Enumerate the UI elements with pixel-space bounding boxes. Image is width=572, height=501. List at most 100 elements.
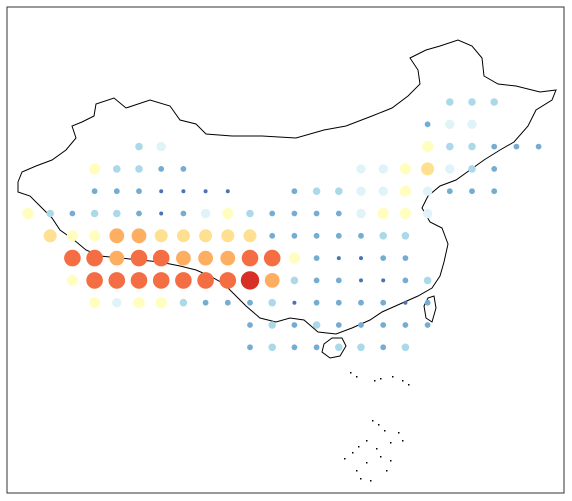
grid-dot [446, 142, 454, 151]
grid-dot [424, 322, 431, 328]
grid-dot [313, 210, 320, 217]
grid-dot [199, 229, 213, 243]
island-speck [366, 440, 368, 442]
grid-dot [292, 300, 297, 305]
grid-dot [225, 189, 230, 194]
grid-dot [403, 300, 408, 305]
grid-dot [109, 228, 125, 244]
grid-dot [378, 164, 388, 174]
grid-dot [445, 164, 455, 174]
grid-dot [378, 186, 388, 196]
island-speck [376, 448, 378, 450]
grid-dot [335, 299, 342, 306]
grid-dot [380, 344, 387, 351]
grid-dot [356, 186, 366, 196]
grid-dot [202, 299, 209, 306]
grid-dot [247, 299, 253, 306]
grid-dot [243, 229, 257, 243]
island-speck [350, 372, 352, 374]
grid-dot [336, 256, 341, 261]
island-speck [374, 380, 376, 382]
grid-dot [291, 188, 298, 195]
island-speck [378, 424, 380, 426]
island-speck [398, 432, 400, 434]
grid-dot [135, 165, 143, 173]
grid-dot [422, 141, 434, 153]
grid-dot [181, 189, 186, 194]
grid-dot [152, 272, 170, 289]
grid-dot [180, 210, 187, 217]
grid-dot [86, 249, 103, 267]
grid-dot [446, 98, 454, 106]
grid-dot [380, 322, 387, 328]
grid-dot [200, 208, 211, 219]
grid-dot [90, 209, 99, 218]
grid-dot [176, 250, 191, 266]
grid-dot [421, 162, 435, 176]
hainan-island-outline [321, 337, 347, 359]
grid-dot [158, 166, 165, 172]
grid-dot [399, 163, 411, 175]
grid-dot [152, 249, 170, 267]
grid-dot [313, 232, 320, 239]
grid-dot [490, 98, 499, 106]
grid-dot [358, 322, 364, 328]
grid-dot [424, 121, 431, 128]
grid-dot [247, 322, 253, 328]
grid-dot [136, 188, 142, 195]
grid-dot [402, 255, 409, 261]
grid-dot [135, 142, 143, 151]
grid-dot [240, 271, 260, 290]
grid-dot [133, 297, 145, 309]
island-speck [380, 456, 382, 458]
grid-dot [156, 141, 166, 152]
grid-dot [155, 297, 167, 309]
grid-dot [380, 299, 387, 306]
island-speck [380, 378, 382, 380]
grid-dot [377, 207, 389, 220]
grid-dot [335, 343, 343, 352]
grid-dot [359, 256, 363, 261]
grid-dot [219, 272, 237, 289]
grid-dot [136, 210, 142, 217]
grid-dot [221, 229, 235, 243]
data-dots-layer [22, 98, 542, 352]
grid-dot [399, 185, 411, 197]
island-speck [390, 442, 392, 444]
grid-dot [357, 343, 365, 352]
map-frame-border [6, 6, 565, 494]
grid-dot [291, 210, 298, 217]
island-speck [366, 462, 368, 464]
island-speck [352, 452, 354, 454]
grid-dot [359, 278, 363, 283]
grid-dot [422, 186, 433, 196]
grid-dot [22, 207, 34, 220]
grid-dot [335, 277, 342, 284]
grid-dot [513, 143, 520, 150]
grid-dot [66, 274, 78, 286]
grid-dot [468, 165, 476, 173]
grid-dot [491, 188, 498, 195]
grid-dot [335, 210, 342, 217]
grid-dot [291, 322, 298, 328]
island-speck [392, 376, 394, 378]
grid-dot [113, 165, 121, 173]
island-speck [372, 420, 374, 422]
grid-dot [422, 208, 433, 219]
grid-dot [222, 207, 234, 220]
grid-dot [467, 119, 477, 129]
grid-dot [379, 232, 388, 240]
grid-dot [313, 255, 320, 261]
grid-dot [64, 249, 81, 267]
island-speck [344, 458, 346, 460]
grid-dot [469, 188, 475, 195]
grid-dot [91, 188, 98, 195]
grid-dot [246, 209, 254, 218]
island-speck [408, 384, 410, 386]
grid-dot [335, 232, 342, 239]
grid-dot [197, 272, 214, 289]
grid-dot [198, 250, 214, 266]
grid-dot [288, 252, 300, 264]
